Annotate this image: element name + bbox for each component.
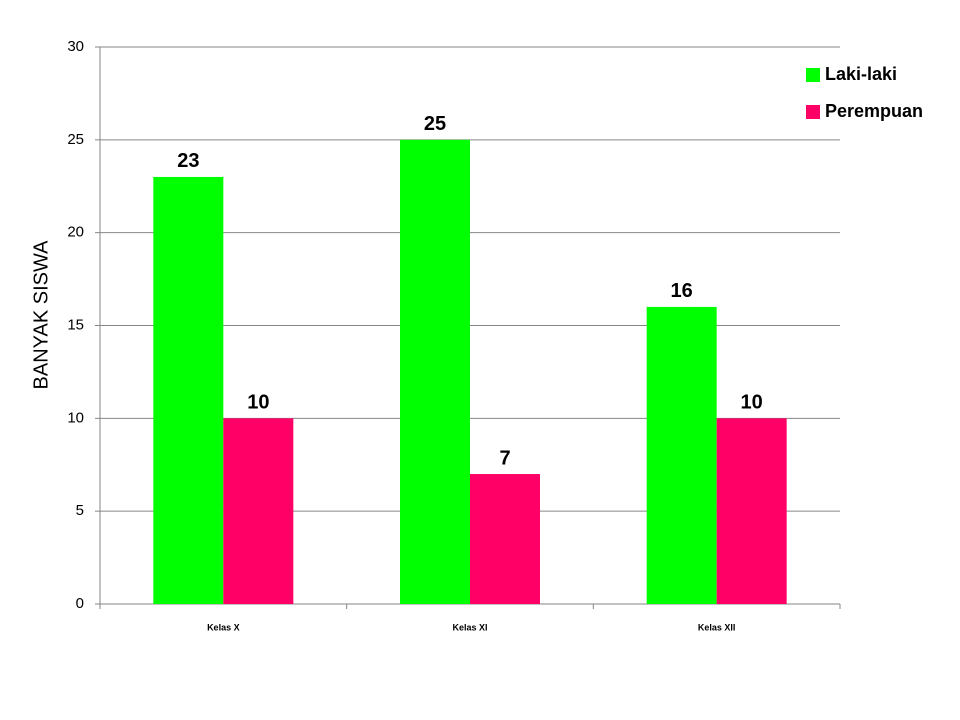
data-label: 7 — [499, 447, 510, 469]
y-tick-label: 20 — [67, 224, 84, 241]
data-label: 10 — [741, 392, 763, 414]
y-tick-label: 5 — [76, 502, 84, 519]
data-label: 10 — [247, 392, 269, 414]
bar — [153, 176, 224, 604]
y-tick-label: 0 — [76, 595, 84, 612]
y-axis-title: BANYAK SISWA — [30, 240, 52, 390]
legend-swatch — [806, 105, 820, 119]
y-tick-label: 30 — [67, 38, 84, 55]
x-tick-label: Kelas XI — [452, 622, 487, 632]
data-label: 23 — [177, 150, 199, 172]
bar — [716, 418, 787, 604]
x-tick-label: Kelas X — [207, 622, 240, 632]
y-tick-label: 25 — [67, 131, 84, 148]
x-tick-label: Kelas XII — [698, 622, 736, 632]
bar — [223, 418, 294, 604]
bar — [470, 474, 540, 604]
y-tick-label: 10 — [67, 409, 84, 426]
y-tick-label: 15 — [67, 316, 84, 333]
bar — [646, 306, 717, 604]
data-label: 25 — [424, 113, 446, 135]
bar — [400, 139, 470, 605]
legend-label: Perempuan — [825, 101, 923, 121]
legend-swatch — [806, 68, 820, 82]
legend-label: Laki-laki — [825, 64, 897, 84]
data-label: 16 — [671, 280, 693, 302]
